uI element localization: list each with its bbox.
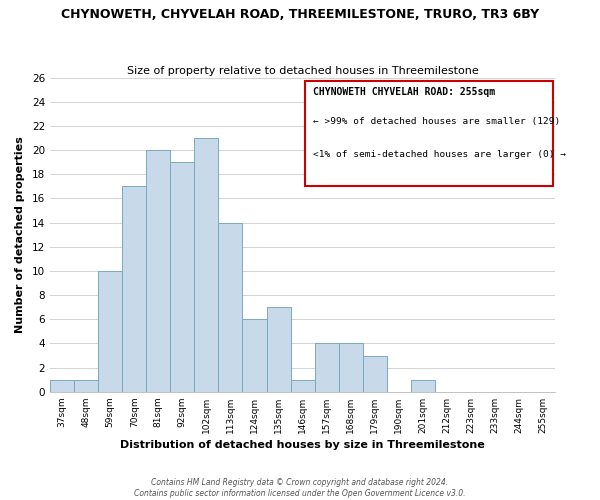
Text: Contains HM Land Registry data © Crown copyright and database right 2024.
Contai: Contains HM Land Registry data © Crown c… xyxy=(134,478,466,498)
FancyBboxPatch shape xyxy=(305,81,553,186)
Bar xyxy=(170,162,194,392)
Bar xyxy=(363,356,387,392)
X-axis label: Distribution of detached houses by size in Threemilestone: Distribution of detached houses by size … xyxy=(120,440,485,450)
Text: CHYNOWETH, CHYVELAH ROAD, THREEMILESTONE, TRURO, TR3 6BY: CHYNOWETH, CHYVELAH ROAD, THREEMILESTONE… xyxy=(61,8,539,20)
Bar xyxy=(50,380,74,392)
Text: <1% of semi-detached houses are larger (0) →: <1% of semi-detached houses are larger (… xyxy=(313,150,566,159)
Y-axis label: Number of detached properties: Number of detached properties xyxy=(15,136,25,333)
Bar xyxy=(411,380,435,392)
Title: Size of property relative to detached houses in Threemilestone: Size of property relative to detached ho… xyxy=(127,66,479,76)
Bar xyxy=(339,344,363,392)
Bar xyxy=(74,380,98,392)
Bar xyxy=(194,138,218,392)
Bar xyxy=(218,222,242,392)
Bar xyxy=(266,307,290,392)
Bar xyxy=(146,150,170,392)
Bar xyxy=(290,380,314,392)
Bar xyxy=(122,186,146,392)
Text: CHYNOWETH CHYVELAH ROAD: 255sqm: CHYNOWETH CHYVELAH ROAD: 255sqm xyxy=(313,87,495,97)
Bar xyxy=(314,344,339,392)
Bar xyxy=(98,271,122,392)
Bar xyxy=(242,320,266,392)
Text: ← >99% of detached houses are smaller (129): ← >99% of detached houses are smaller (1… xyxy=(313,117,560,126)
